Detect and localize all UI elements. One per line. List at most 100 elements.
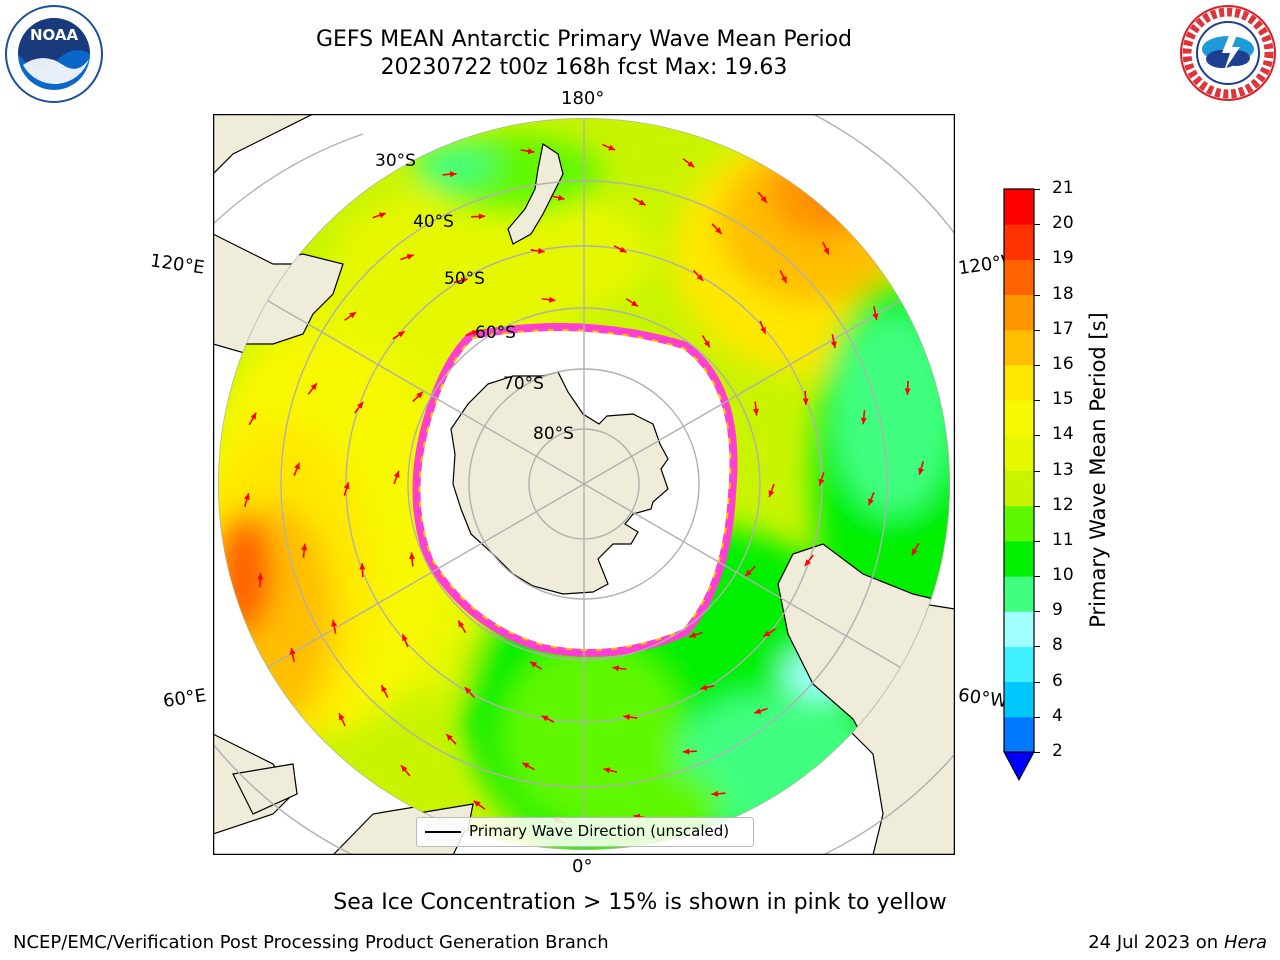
credit-left: NCEP/EMC/Verification Post Processing Pr… — [13, 932, 609, 953]
colorbar-tick-label: 20 — [1052, 213, 1074, 234]
wave-direction-arrowhead — [409, 552, 416, 560]
wave-direction-arrows — [243, 143, 925, 825]
colorbar-segment — [1004, 364, 1034, 401]
colorbar-tick-mark — [1034, 224, 1040, 226]
colorbar-tick-mark — [1034, 576, 1040, 578]
wave-direction-arrowhead — [250, 412, 257, 420]
colorbar-tick-mark — [1034, 681, 1040, 683]
wave-direction-arrowhead — [464, 687, 472, 694]
colorbar-tick-mark — [1034, 611, 1040, 613]
lon-label-0: 0° — [572, 856, 593, 877]
wave-direction-arrowhead — [760, 326, 766, 334]
colorbar-segment — [1004, 435, 1034, 471]
wave-direction-arrowhead — [638, 199, 646, 206]
wave-direction-arrowhead — [378, 212, 386, 219]
wave-direction-arrowhead — [715, 227, 722, 234]
wave-direction-arrowhead — [310, 383, 317, 391]
wave-direction-arrowhead — [359, 563, 366, 570]
credit-host: Hera — [1223, 932, 1267, 953]
colorbar-tick-label: 15 — [1052, 389, 1074, 410]
colorbar-tick-label: 8 — [1052, 635, 1063, 656]
wave-direction-arrowhead — [301, 543, 308, 551]
colorbar-tick-mark — [1034, 470, 1040, 472]
colorbar-tick-label: 12 — [1052, 494, 1074, 515]
map-legend: Primary Wave Direction (unscaled) — [416, 817, 754, 847]
colorbar-tick-label: 13 — [1052, 459, 1074, 480]
wave-direction-arrowhead — [745, 569, 752, 577]
wave-direction-arrowhead — [612, 665, 620, 672]
wave-direction-arrowhead — [458, 620, 465, 628]
wave-direction-arrowhead — [768, 490, 775, 498]
colorbar-tick-mark — [1034, 435, 1040, 437]
lat-label-80s: 80°S — [533, 424, 574, 444]
wave-direction-arrowhead — [823, 247, 829, 255]
wave-direction-arrowhead — [289, 647, 296, 655]
wave-direction-arrowhead — [818, 478, 825, 486]
wave-direction-arrowhead — [700, 684, 708, 691]
colorbar-tick-mark — [1034, 716, 1040, 718]
colorbar-tick-label: 9 — [1052, 600, 1063, 621]
colorbar-tick-label: 17 — [1052, 318, 1074, 339]
wave-direction-arrowhead — [619, 246, 627, 253]
chart-title: GEFS MEAN Antarctic Primary Wave Mean Pe… — [315, 27, 853, 52]
wave-direction-arrowhead — [406, 254, 414, 260]
wave-direction-arrowhead — [331, 619, 338, 627]
wave-direction-arrowhead — [631, 300, 639, 307]
wave-direction-arrowhead — [703, 340, 710, 348]
colorbar-segment — [1004, 329, 1034, 366]
wave-direction-arrowhead — [402, 634, 408, 642]
wave-direction-arrowhead — [608, 144, 616, 151]
colorbar-tick-mark — [1034, 259, 1040, 261]
lat-label-50s: 50°S — [444, 269, 485, 289]
graticule — [218, 118, 950, 850]
wave-direction-arrowhead — [904, 388, 911, 395]
lat-label-30s: 30°S — [375, 151, 416, 171]
wave-direction-arrowhead — [711, 790, 719, 797]
colorbar-segment — [1004, 189, 1034, 225]
noaa-logo: NOAA — [5, 5, 103, 103]
colorbar-tick-label: 16 — [1052, 353, 1074, 374]
wave-direction-arrowhead — [872, 313, 879, 321]
wave-direction-arrowhead — [401, 765, 408, 773]
wave-direction-arrowhead — [416, 391, 423, 399]
wave-direction-arrowhead — [687, 160, 695, 168]
wave-direction-arrowhead — [802, 398, 809, 405]
wave-direction-arrowhead — [243, 493, 250, 501]
colorbar-tick-label: 18 — [1052, 283, 1074, 304]
credit-date: 24 Jul 2023 on — [1088, 932, 1224, 953]
antarctic-map — [213, 114, 955, 855]
wave-direction-arrowhead — [471, 330, 479, 336]
colorbar-tick-mark — [1034, 189, 1040, 190]
colorbar-segment — [1004, 505, 1034, 542]
wave-direction-arrowhead — [449, 171, 457, 178]
colorbar-tick-label: 14 — [1052, 424, 1074, 445]
wave-direction-arrowhead — [339, 713, 345, 721]
wave-direction-arrowhead — [689, 632, 697, 638]
graticule-outer — [213, 114, 955, 855]
wave-direction-arrowhead — [257, 573, 264, 580]
colorbar-tick-mark — [1034, 752, 1040, 753]
lon-label-60e: 60°E — [161, 685, 208, 712]
wave-direction-arrowhead — [522, 762, 530, 769]
colorbar-segment — [1004, 294, 1034, 331]
colorbar-tick-mark — [1034, 329, 1040, 331]
nws-logo — [1180, 5, 1276, 101]
colorbar-tick-label: 21 — [1052, 178, 1074, 198]
colorbar-tick-label: 2 — [1052, 741, 1063, 761]
colorbar-tick-mark — [1034, 364, 1040, 366]
wave-direction-arrowhead — [830, 341, 837, 349]
colorbar-segment — [1004, 716, 1034, 753]
lon-label-120e: 120°E — [148, 250, 206, 279]
colorbar-tick-mark — [1034, 646, 1040, 648]
wave-direction-arrowhead — [393, 470, 400, 478]
wave-direction-arrowhead — [911, 548, 918, 556]
colorbar-tick-label: 19 — [1052, 248, 1074, 269]
lat-label-70s: 70°S — [503, 374, 544, 394]
wave-direction-arrowhead — [527, 148, 535, 155]
noaa-logo-text: NOAA — [30, 26, 79, 44]
lon-label-180: 180° — [561, 88, 605, 109]
wave-direction-arrowhead — [343, 482, 350, 490]
wave-direction-arrowhead — [868, 498, 874, 506]
wave-direction-arrowhead — [294, 462, 300, 470]
colorbar — [1003, 188, 1035, 782]
